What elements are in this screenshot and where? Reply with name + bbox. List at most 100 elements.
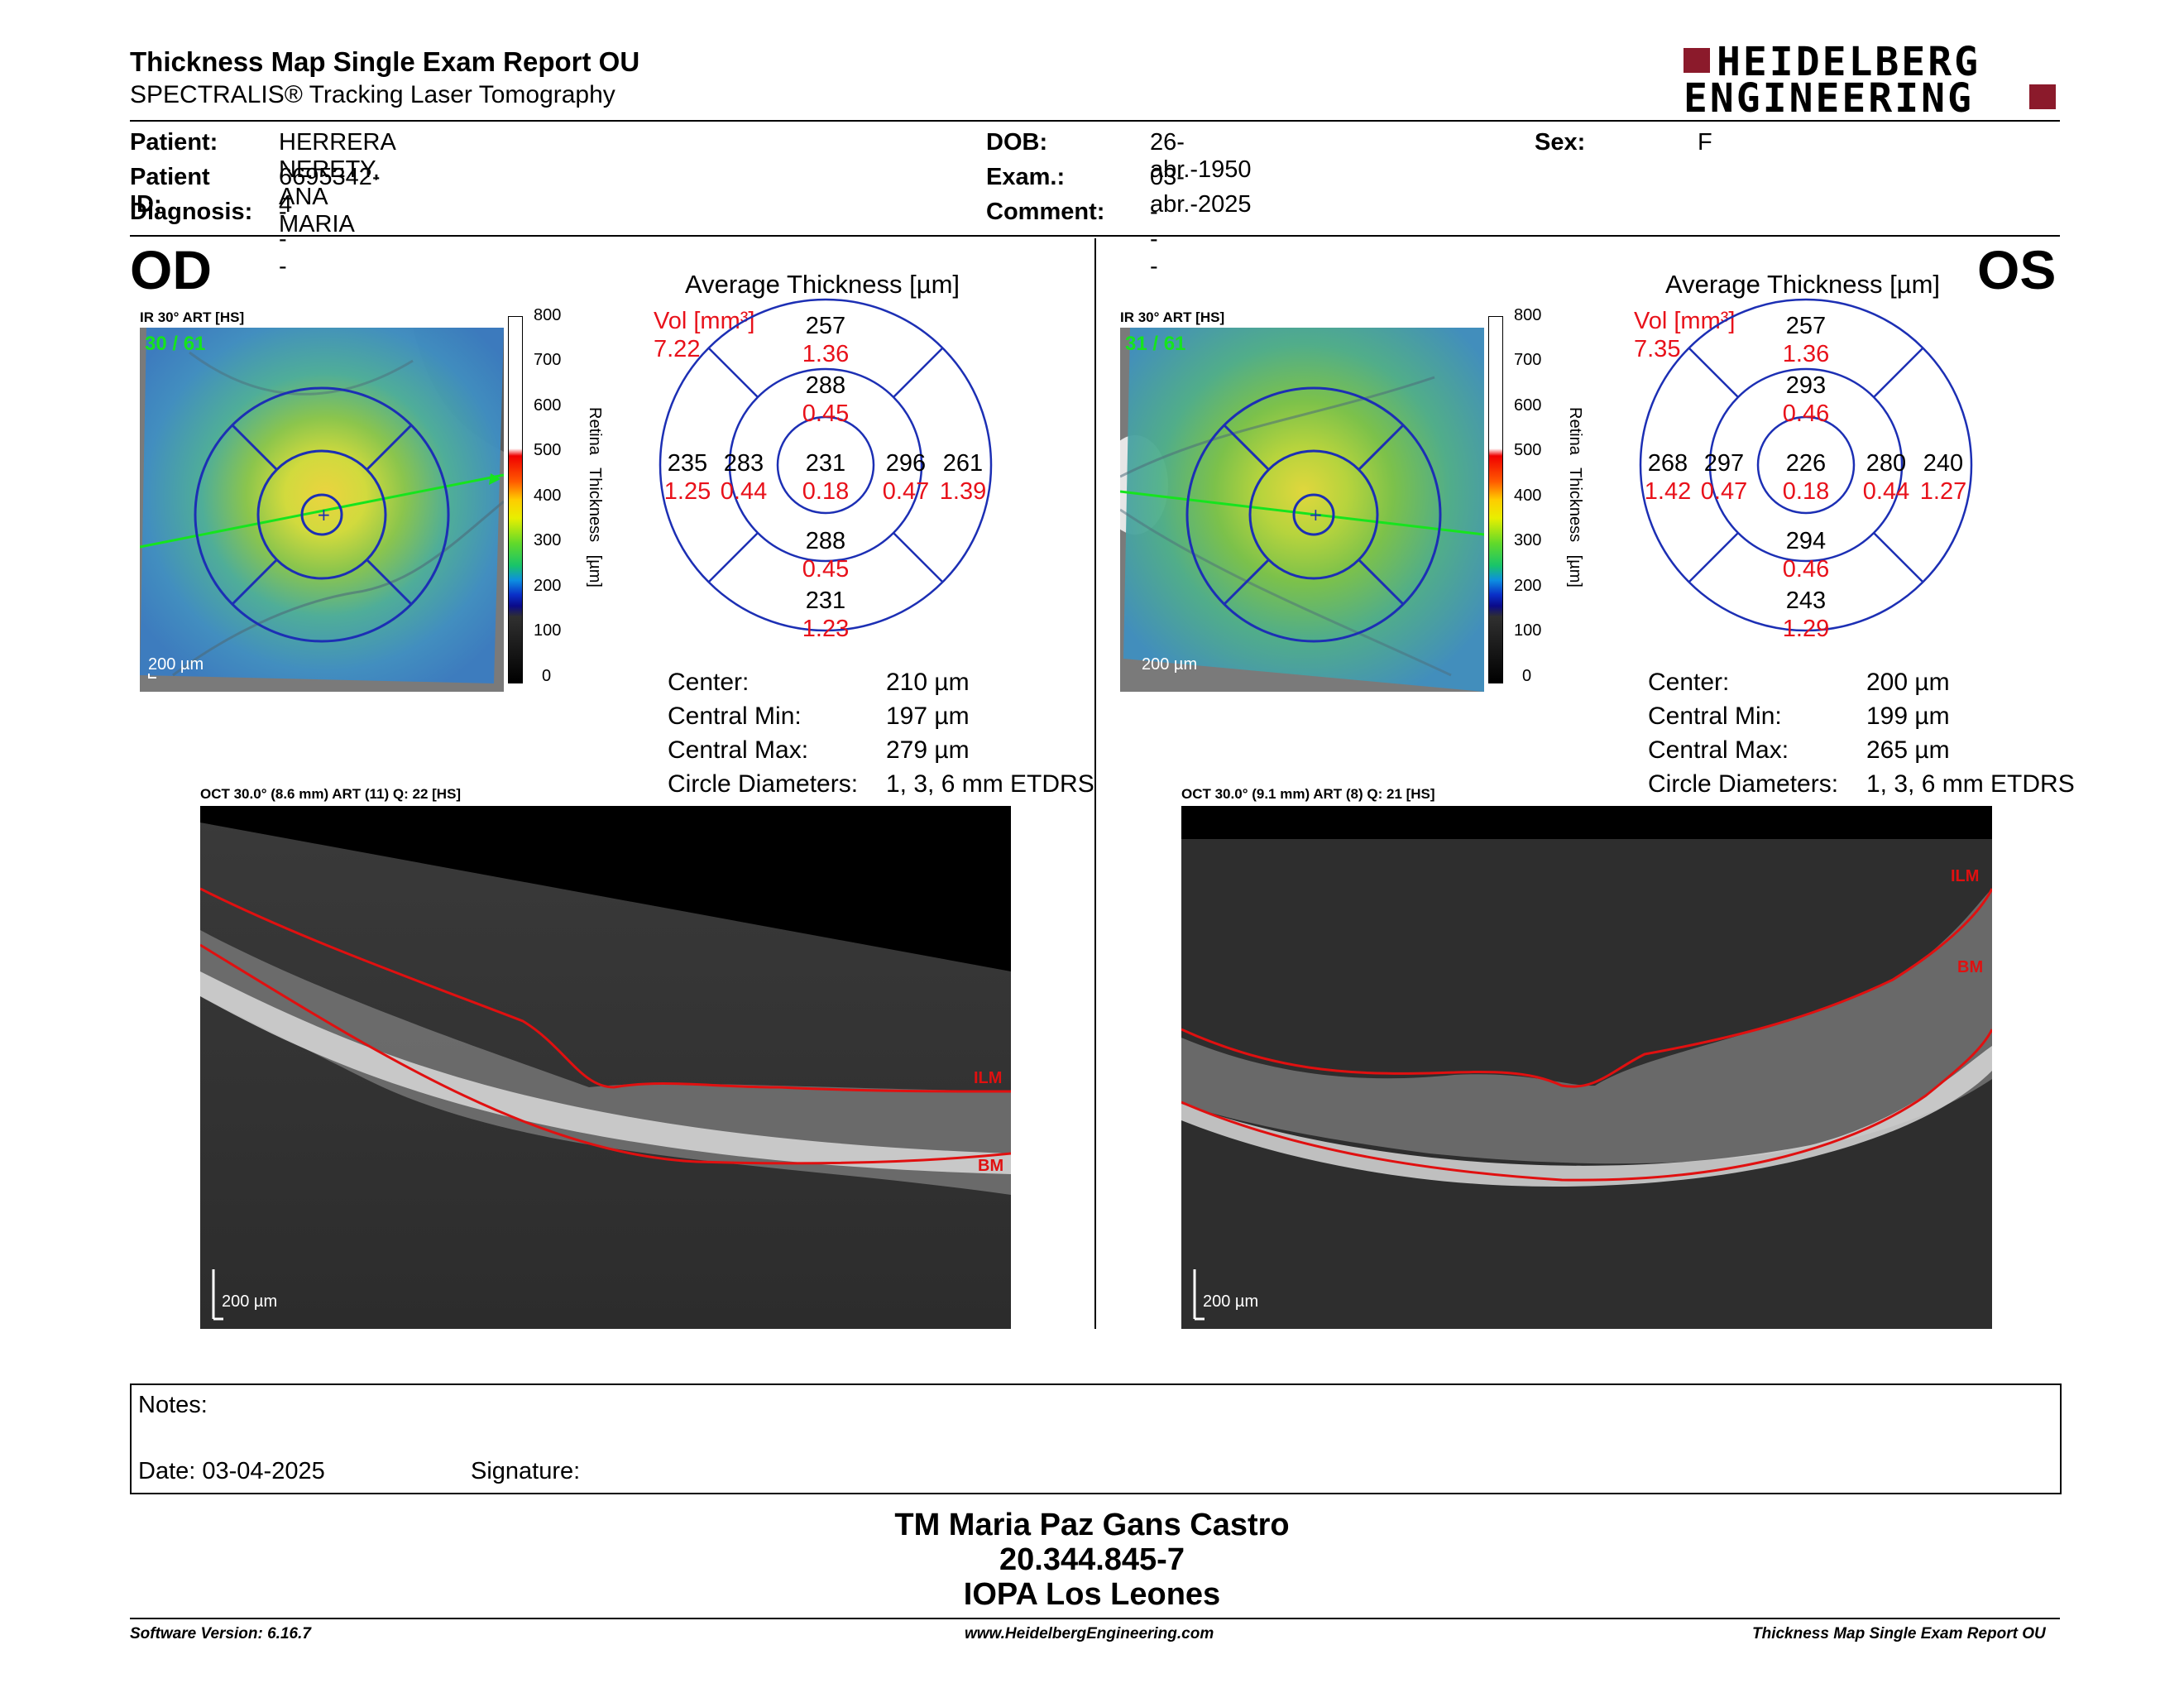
colorbar-os [1488,316,1505,683]
signoff-name: TM Maria Paz Gans Castro [894,1508,1290,1542]
thickness-map-od[interactable]: + 30 / 61 200 µm [140,328,504,692]
od-outer-inf-thickness: 231 [805,587,846,614]
ilm-label-os: ILM [1951,867,1980,885]
os-stat-center-value: 200 µm [1866,669,1950,696]
os-stat-center-label: Center: [1648,669,1730,696]
oct-scan-od-svg [200,806,1011,1329]
signoff-rut: 20.344.845-7 [999,1542,1185,1577]
eye-label-od: OD [130,239,212,300]
tick-500-os: 500 [1514,441,1542,459]
oct-caption-od: OCT 30.0° (8.6 mm) ART (11) Q: 22 [HS] [200,786,462,802]
etdrs-values-od: 257 1.36 288 0.45 231 0.18 288 0.45 231 … [659,298,993,642]
avg-title-od: Average Thickness [µm] [685,270,960,299]
os-center-volume: 0.18 [1782,478,1830,505]
tick-100-od: 100 [534,621,562,640]
vol-total-od: 7.22 [654,336,701,362]
od-inner-inf-thickness: 288 [805,528,846,554]
od-stat-diam-label: Circle Diameters: [668,770,859,798]
od-outer-left-volume: 1.25 [663,478,711,505]
os-inner-left-volume: 0.47 [1700,478,1748,505]
colorbar-ticks-od: 800 700 600 500 400 300 200 100 0 [534,306,567,687]
sex-label: Sex: [1535,129,1586,156]
patient-id-label: Patient ID: [130,164,210,218]
oct-scale-od: 200 µm [222,1292,278,1311]
report-title: Thickness Map Single Exam Report OU [130,46,640,77]
bm-label-od: BM [978,1157,1004,1175]
exam-label: Exam.: [986,164,1066,190]
footer-report-name: Thickness Map Single Exam Report OU [1752,1625,2046,1642]
header-divider [130,120,2060,122]
avg-title-os: Average Thickness [µm] [1665,270,1941,299]
map-scale-bar-od [148,674,156,679]
os-outer-sup-thickness: 257 [1785,313,1827,339]
notes-date: Date: 03-04-2025 [138,1458,325,1484]
map-scale-os: 200 µm [1142,655,1198,674]
tick-800-od: 800 [534,306,562,324]
os-inner-sup-thickness: 293 [1785,372,1827,399]
ir-caption-od: IR 30° ART [HS] [140,309,245,325]
vol-label-od: Vol [mm³] [654,308,755,334]
exam-value: 03-abr.-2025 [1150,164,1252,218]
os-inner-inf-volume: 0.46 [1782,556,1830,583]
oct-scan-os[interactable]: ILM BM 200 µm [1181,806,1992,1329]
tick-400-od: 400 [534,487,562,505]
od-stat-min-value: 197 µm [886,703,970,730]
od-outer-left-thickness: 235 [667,450,708,477]
oct-scale-os: 200 µm [1203,1292,1259,1311]
frame-count-od: 30 / 61 [145,333,206,355]
od-inner-right-thickness: 296 [885,450,927,477]
od-inner-sup-thickness: 288 [805,372,846,399]
od-center-thickness: 231 [805,450,846,477]
diagnosis-label: Diagnosis: [130,199,253,225]
os-outer-left-thickness: 268 [1647,450,1688,477]
oct-scan-od[interactable]: ILM BM 200 µm [200,806,1011,1329]
footer-divider [130,1618,2060,1619]
website-link[interactable]: www.HeidelbergEngineering.com [965,1625,1214,1642]
od-center-volume: 0.18 [802,478,850,505]
logo-square-top [1684,48,1710,73]
etdrs-grid-os [1639,298,1973,632]
dob-value: 26-abr.-1950 [1150,129,1252,183]
tick-600-os: 600 [1514,396,1542,415]
tick-600-od: 600 [534,396,562,415]
od-outer-right-volume: 1.39 [939,478,987,505]
report-subtitle: SPECTRALIS® Tracking Laser Tomography [130,81,615,108]
od-stat-diam-value: 1, 3, 6 mm ETDRS [886,770,1094,798]
os-inner-left-thickness: 297 [1703,450,1745,477]
os-inner-right-thickness: 280 [1866,450,1907,477]
notes-box[interactable]: Notes: Date: 03-04-2025 Signature: [130,1383,2062,1494]
comment-value: --- [1150,199,1158,280]
colorbar-title-os: Retina Thickness [µm] [1566,407,1584,587]
signature-label: Signature: [471,1458,581,1484]
od-stat-center-value: 210 µm [886,669,970,696]
oct-scan-os-svg [1181,806,1992,1329]
os-inner-right-volume: 0.44 [1862,478,1910,505]
od-outer-sup-volume: 1.36 [802,341,850,367]
signoff-institution: IOPA Los Leones [963,1577,1221,1612]
thickness-map-os[interactable]: + 31 / 61 200 µm [1120,328,1484,692]
od-stat-center-label: Center: [668,669,750,696]
od-outer-sup-thickness: 257 [805,313,846,339]
tick-500-od: 500 [534,441,562,459]
od-inner-sup-volume: 0.45 [802,400,850,427]
diagnosis-value: --- [279,199,287,280]
tick-800-os: 800 [1514,306,1542,324]
frame-count-os: 31 / 61 [1125,333,1186,355]
etdrs-grid-od [659,298,993,632]
tick-200-od: 200 [534,577,562,595]
od-stat-min-label: Central Min: [668,703,802,730]
oct-caption-os: OCT 30.0° (9.1 mm) ART (8) Q: 21 [HS] [1181,786,1435,802]
thickness-map-os-svg: + [1120,328,1484,692]
tick-400-os: 400 [1514,487,1542,505]
bm-label-os: BM [1957,958,1984,976]
vol-label-os: Vol [mm³] [1634,308,1736,334]
os-stat-diam-value: 1, 3, 6 mm ETDRS [1866,770,2075,798]
tick-0-od: 0 [542,667,552,685]
os-stat-min-label: Central Min: [1648,703,1782,730]
eye-divider [1094,238,1096,1329]
map-scale-od: 200 µm [148,655,204,674]
tick-300-od: 300 [534,531,562,549]
od-inner-left-thickness: 283 [723,450,764,477]
od-outer-inf-volume: 1.23 [802,616,850,642]
od-stat-max-value: 279 µm [886,736,970,764]
